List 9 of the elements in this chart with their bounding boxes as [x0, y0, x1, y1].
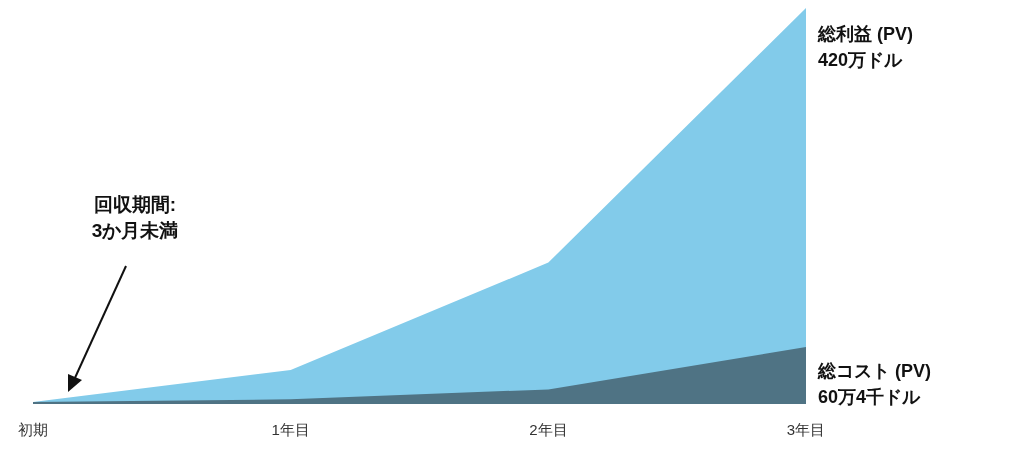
x-tick-label: 初期	[18, 421, 48, 439]
x-tick-label: 2年目	[529, 421, 568, 439]
data-label: 60万4千ドル	[818, 387, 922, 408]
annotation: 回収期間: 3か月未満	[90, 193, 180, 243]
data-label: 420万ドル	[818, 49, 904, 70]
x-tick-label: 3年目	[786, 421, 826, 439]
series-label: 総利益 (PV)	[817, 23, 914, 44]
series-label: 総コスト (PV)	[817, 361, 932, 382]
x-tick-label: 1年目	[271, 421, 310, 439]
